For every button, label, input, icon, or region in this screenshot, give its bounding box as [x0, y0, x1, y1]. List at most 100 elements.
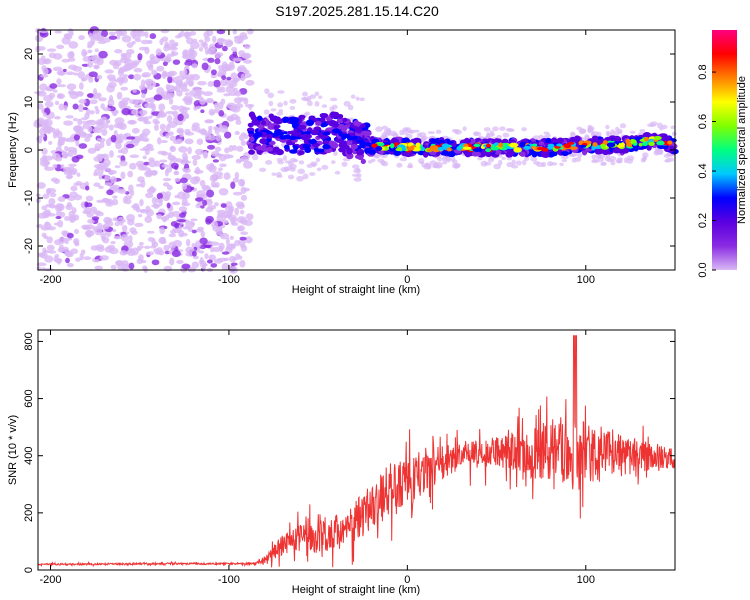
spectrogram-halo-blob [276, 111, 284, 116]
spectrogram-noise-blob [116, 91, 123, 100]
spectrogram-noise-blob [160, 140, 168, 144]
spectrogram-band-blob [247, 122, 254, 128]
spectrogram-noise-blob [179, 212, 186, 218]
spectrogram-noise-blob [232, 57, 243, 62]
spectrogram-band-blob [403, 151, 413, 158]
spectrogram-noise-blob [127, 170, 134, 178]
spectrogram-ytick-label: 20 [23, 48, 35, 60]
spectrogram-noise-blob [183, 68, 188, 75]
colorbar-label: Normalized spectral amplitude [736, 76, 748, 224]
spectrogram-noise-blob [229, 217, 238, 223]
spectrogram-ridge-blob [643, 137, 650, 142]
spectrogram-noise-blob [141, 74, 150, 78]
spectrogram-noise-blob [214, 181, 220, 188]
spectrogram-noise-blob [166, 184, 173, 191]
spectrogram-noise-blob [156, 65, 165, 72]
spectrogram-noise-blob [126, 136, 136, 140]
spectrogram-noise-blob [238, 134, 245, 141]
spectrogram-noise-blob [159, 123, 166, 131]
spectrogram-noise-blob [119, 250, 128, 256]
spectrogram-noise-blob [211, 220, 219, 229]
spectrogram-noise-blob [226, 76, 232, 81]
spectrogram-noise-blob [91, 216, 100, 221]
spectrogram-noise-blob [154, 120, 161, 125]
spectrogram-halo-blob [647, 123, 654, 127]
spectrogram-noise-blob [167, 75, 173, 84]
spectrogram-noise-blob [96, 137, 102, 143]
spectrogram-ridge-blob [289, 130, 298, 135]
spectrogram-noise-blob [239, 87, 248, 95]
spectrogram-noise-blob [155, 48, 162, 56]
spectrogram-ridge-blob [523, 145, 532, 150]
spectrogram-noise-blob [71, 207, 77, 214]
spectrogram-noise-blob [41, 232, 47, 238]
spectrogram-noise-blob [102, 107, 111, 112]
spectrogram-noise-blob [53, 178, 61, 184]
spectrogram-noise-blob [193, 169, 204, 174]
spectrogram-noise-blob [143, 116, 149, 124]
spectrogram-halo-blob [289, 163, 297, 170]
spectrogram-noise-blob [173, 165, 179, 170]
spectrogram-noise-blob [206, 259, 213, 264]
spectrogram-noise-blob [137, 163, 145, 171]
spectrogram-noise-blob [57, 196, 66, 202]
spectrogram-noise-blob [131, 230, 138, 235]
spectrogram-noise-blob [95, 244, 105, 250]
spectrogram-noise-blob [221, 64, 231, 72]
spectrogram-noise-blob [85, 185, 90, 191]
spectrogram-noise-blob [120, 233, 129, 242]
snr-panel: -200 -100 0 100 0 200 400 600 800 Height of stra… [7, 329, 676, 596]
spectrogram-halo-blob [287, 174, 295, 180]
spectrogram-noise-blob [200, 42, 207, 47]
spectrogram-noise-blob [162, 177, 172, 182]
spectrogram-ridge-blob [592, 142, 598, 147]
spectrogram-halo-blob [386, 127, 392, 134]
spectrogram-noise-blob [94, 167, 104, 176]
spectrogram-halo-blob [454, 129, 462, 135]
spectrogram-ridge-blob [359, 141, 367, 147]
spectrogram-noise-blob [67, 263, 74, 268]
spectrogram-noise-blob [78, 35, 85, 41]
spectrogram-ridge-blob [365, 139, 370, 143]
spectrogram-noise-blob [85, 202, 93, 208]
spectrogram-noise-blob [134, 222, 144, 227]
spectrogram-noise-blob [43, 94, 54, 102]
spectrogram-halo-blob [316, 167, 322, 172]
spectrogram-noise-blob [215, 134, 222, 142]
spectrogram-ridge-blob [568, 146, 578, 151]
spectrogram-noise-blob [67, 51, 75, 59]
spectrogram-noise-blob [101, 236, 106, 242]
spectrogram-noise-blob [42, 193, 50, 199]
spectrogram-noise-blob [199, 257, 204, 265]
spectrogram-noise-blob [190, 176, 200, 185]
spectrogram-ridge-blob [266, 134, 273, 139]
spectrogram-noise-blob [68, 215, 77, 222]
spectrogram-noise-blob [110, 241, 116, 245]
spectrogram-noise-blob [151, 259, 160, 266]
spectrogram-noise-blob [176, 219, 187, 223]
spectrogram-noise-blob [169, 156, 178, 163]
spectrogram-noise-blob [201, 184, 210, 190]
spectrogram-ridge-blob [258, 132, 263, 136]
spectrogram-noise-blob [105, 138, 112, 147]
spectrogram-halo-blob [559, 162, 564, 167]
spectrogram-noise-blob [122, 102, 128, 108]
spectrogram-noise-blob [144, 170, 153, 178]
spectrogram-band-blob [304, 147, 312, 154]
spectrogram-noise-blob [203, 91, 213, 97]
spectrogram-halo-blob [596, 131, 602, 137]
spectrogram-halo-blob [533, 160, 540, 165]
spectrogram-noise-blob [188, 89, 199, 97]
spectrogram-noise-blob [135, 206, 141, 213]
spectrogram-halo-blob [435, 129, 442, 134]
spectrogram-halo-blob [265, 160, 273, 165]
spectrogram-halo-blob [268, 100, 274, 107]
spectrogram-noise-blob [212, 247, 221, 253]
spectrogram-band-blob [330, 141, 337, 148]
spectrogram-noise-blob [39, 159, 50, 167]
spectrogram-ridge-blob [638, 142, 643, 147]
spectrogram-halo-blob [480, 160, 488, 167]
spectrogram-noise-blob [119, 160, 128, 167]
spectrogram-noise-blob [174, 177, 181, 182]
spectrogram-noise-blob [37, 90, 47, 97]
